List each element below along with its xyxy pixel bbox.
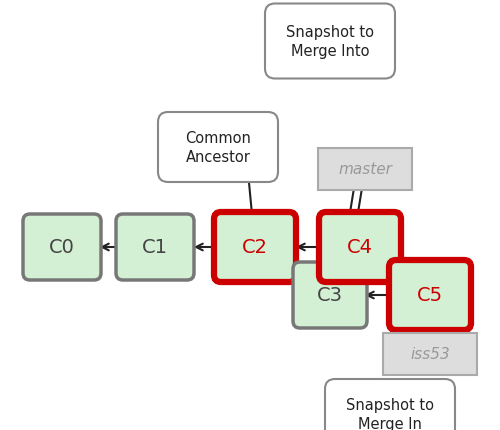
FancyBboxPatch shape	[265, 4, 395, 79]
Text: C3: C3	[317, 286, 343, 305]
FancyBboxPatch shape	[389, 261, 471, 330]
Text: C4: C4	[347, 238, 373, 257]
Text: C5: C5	[417, 286, 443, 305]
FancyBboxPatch shape	[383, 333, 477, 375]
Text: Snapshot to
Merge In: Snapshot to Merge In	[346, 397, 434, 430]
Text: iss53: iss53	[410, 347, 450, 362]
Text: C1: C1	[142, 238, 168, 257]
FancyBboxPatch shape	[116, 215, 194, 280]
FancyBboxPatch shape	[325, 379, 455, 430]
Text: Common
Ancestor: Common Ancestor	[185, 131, 251, 164]
Text: C2: C2	[242, 238, 268, 257]
Text: master: master	[338, 162, 392, 177]
Text: C0: C0	[49, 238, 75, 257]
FancyBboxPatch shape	[319, 212, 401, 283]
FancyBboxPatch shape	[293, 262, 367, 328]
FancyBboxPatch shape	[23, 215, 101, 280]
Text: Snapshot to
Merge Into: Snapshot to Merge Into	[286, 25, 374, 58]
FancyBboxPatch shape	[214, 212, 296, 283]
FancyBboxPatch shape	[318, 149, 412, 190]
FancyBboxPatch shape	[158, 113, 278, 183]
